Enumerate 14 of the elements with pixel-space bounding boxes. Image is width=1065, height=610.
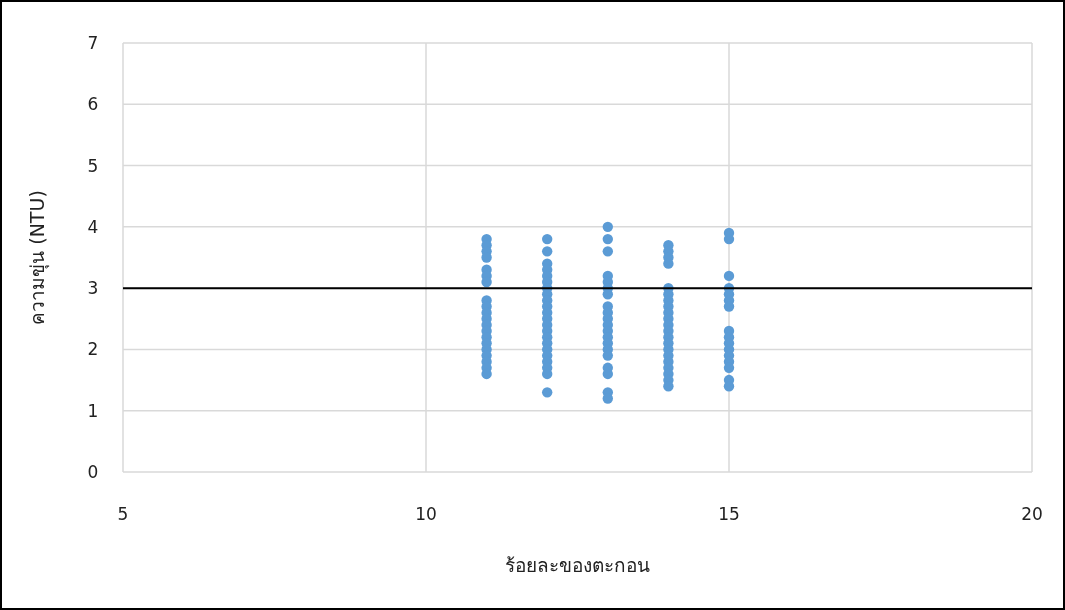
x-tick-label: 20	[1021, 504, 1043, 524]
y-tick-label: 6	[87, 94, 99, 115]
y-axis-title: ความขุ่น (NTU)	[26, 190, 50, 325]
y-tick-label: 2	[87, 339, 99, 360]
x-axis-title: ร้อยละของตะกอน	[505, 554, 650, 576]
y-tick-label: 7	[87, 32, 99, 53]
y-tick-label: 4	[87, 216, 99, 237]
x-tick-label: 10	[415, 504, 437, 524]
y-tick-label: 1	[87, 400, 99, 421]
y-tick-label: 0	[87, 461, 99, 482]
y-tick-label: 3	[87, 278, 99, 299]
x-tick-label: 15	[718, 504, 740, 524]
y-tick-label: 5	[87, 155, 99, 176]
x-tick-label: 5	[117, 504, 129, 524]
